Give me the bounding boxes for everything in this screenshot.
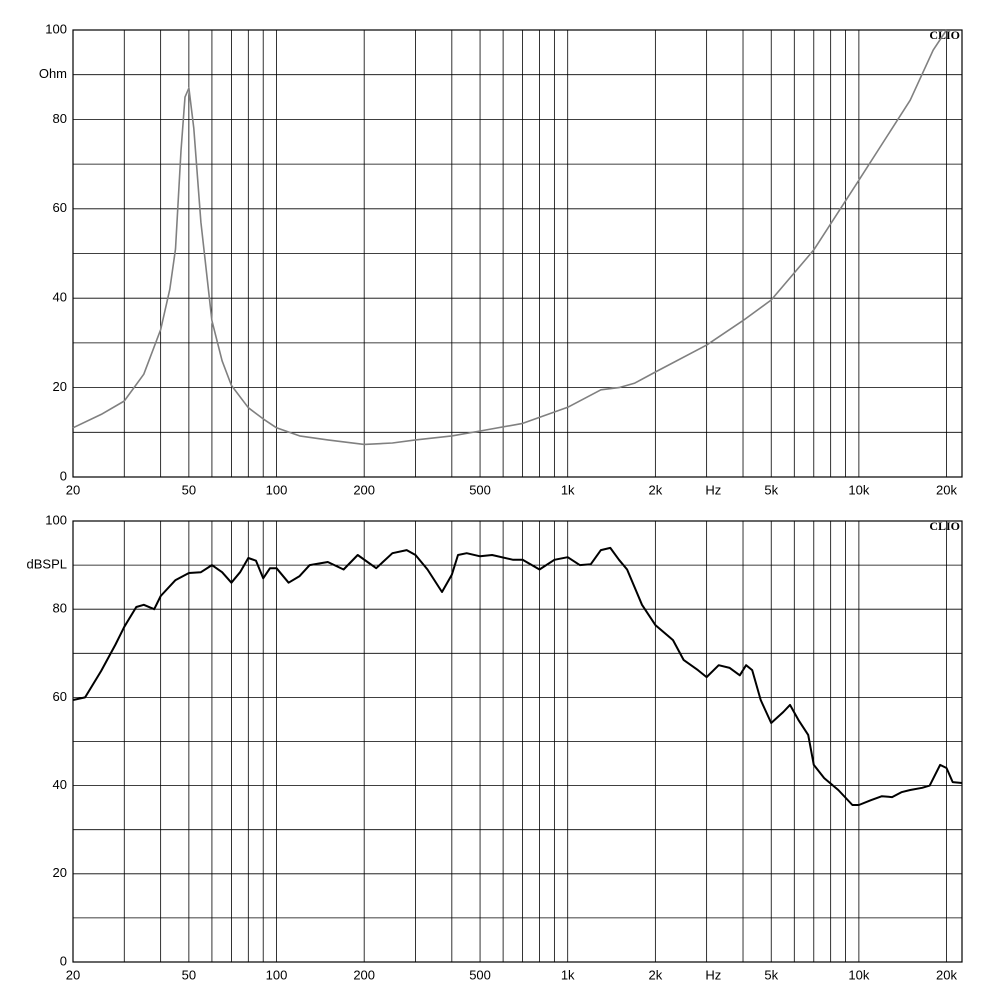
- x-tick-label: 10k: [848, 967, 869, 982]
- x-tick-label: 20: [66, 967, 80, 982]
- y-tick-label: 20: [53, 379, 67, 394]
- data-line: [72, 29, 948, 446]
- y-axis-label: Ohm: [39, 66, 67, 81]
- y-tick-label: 80: [53, 601, 67, 616]
- corner-label: CLIO: [929, 28, 960, 42]
- x-tick-label: 50: [182, 482, 196, 497]
- y-tick-label: 100: [45, 21, 67, 36]
- x-tick-label: 100: [266, 482, 288, 497]
- y-tick-label: 100: [45, 512, 67, 527]
- x-tick-label: 20k: [936, 482, 957, 497]
- x-axis-label: Hz: [705, 482, 721, 497]
- x-tick-label: 20k: [936, 967, 957, 982]
- x-tick-label: 2k: [648, 967, 662, 982]
- x-tick-label: 200: [353, 967, 375, 982]
- y-tick-label: 80: [53, 111, 67, 126]
- x-tick-label: 100: [266, 967, 288, 982]
- x-tick-label: 5k: [764, 967, 778, 982]
- x-axis-label: Hz: [705, 967, 721, 982]
- y-tick-label: 0: [60, 953, 67, 968]
- x-tick-label: 10k: [848, 482, 869, 497]
- x-tick-label: 50: [182, 967, 196, 982]
- y-tick-label: 60: [53, 200, 67, 215]
- y-tick-label: 0: [60, 468, 67, 483]
- x-tick-label: 200: [353, 482, 375, 497]
- x-tick-label: 5k: [764, 482, 778, 497]
- x-tick-label: 2k: [648, 482, 662, 497]
- data-line: [72, 546, 963, 806]
- x-tick-label: 20: [66, 482, 80, 497]
- y-tick-label: 20: [53, 865, 67, 880]
- y-tick-label: 60: [53, 689, 67, 704]
- y-axis-label: dBSPL: [27, 557, 67, 572]
- x-tick-label: 1k: [561, 967, 575, 982]
- x-tick-label: 500: [469, 967, 491, 982]
- x-tick-label: 1k: [561, 482, 575, 497]
- corner-label: CLIO: [929, 519, 960, 533]
- y-tick-label: 40: [53, 777, 67, 792]
- x-tick-label: 500: [469, 482, 491, 497]
- y-tick-label: 40: [53, 290, 67, 305]
